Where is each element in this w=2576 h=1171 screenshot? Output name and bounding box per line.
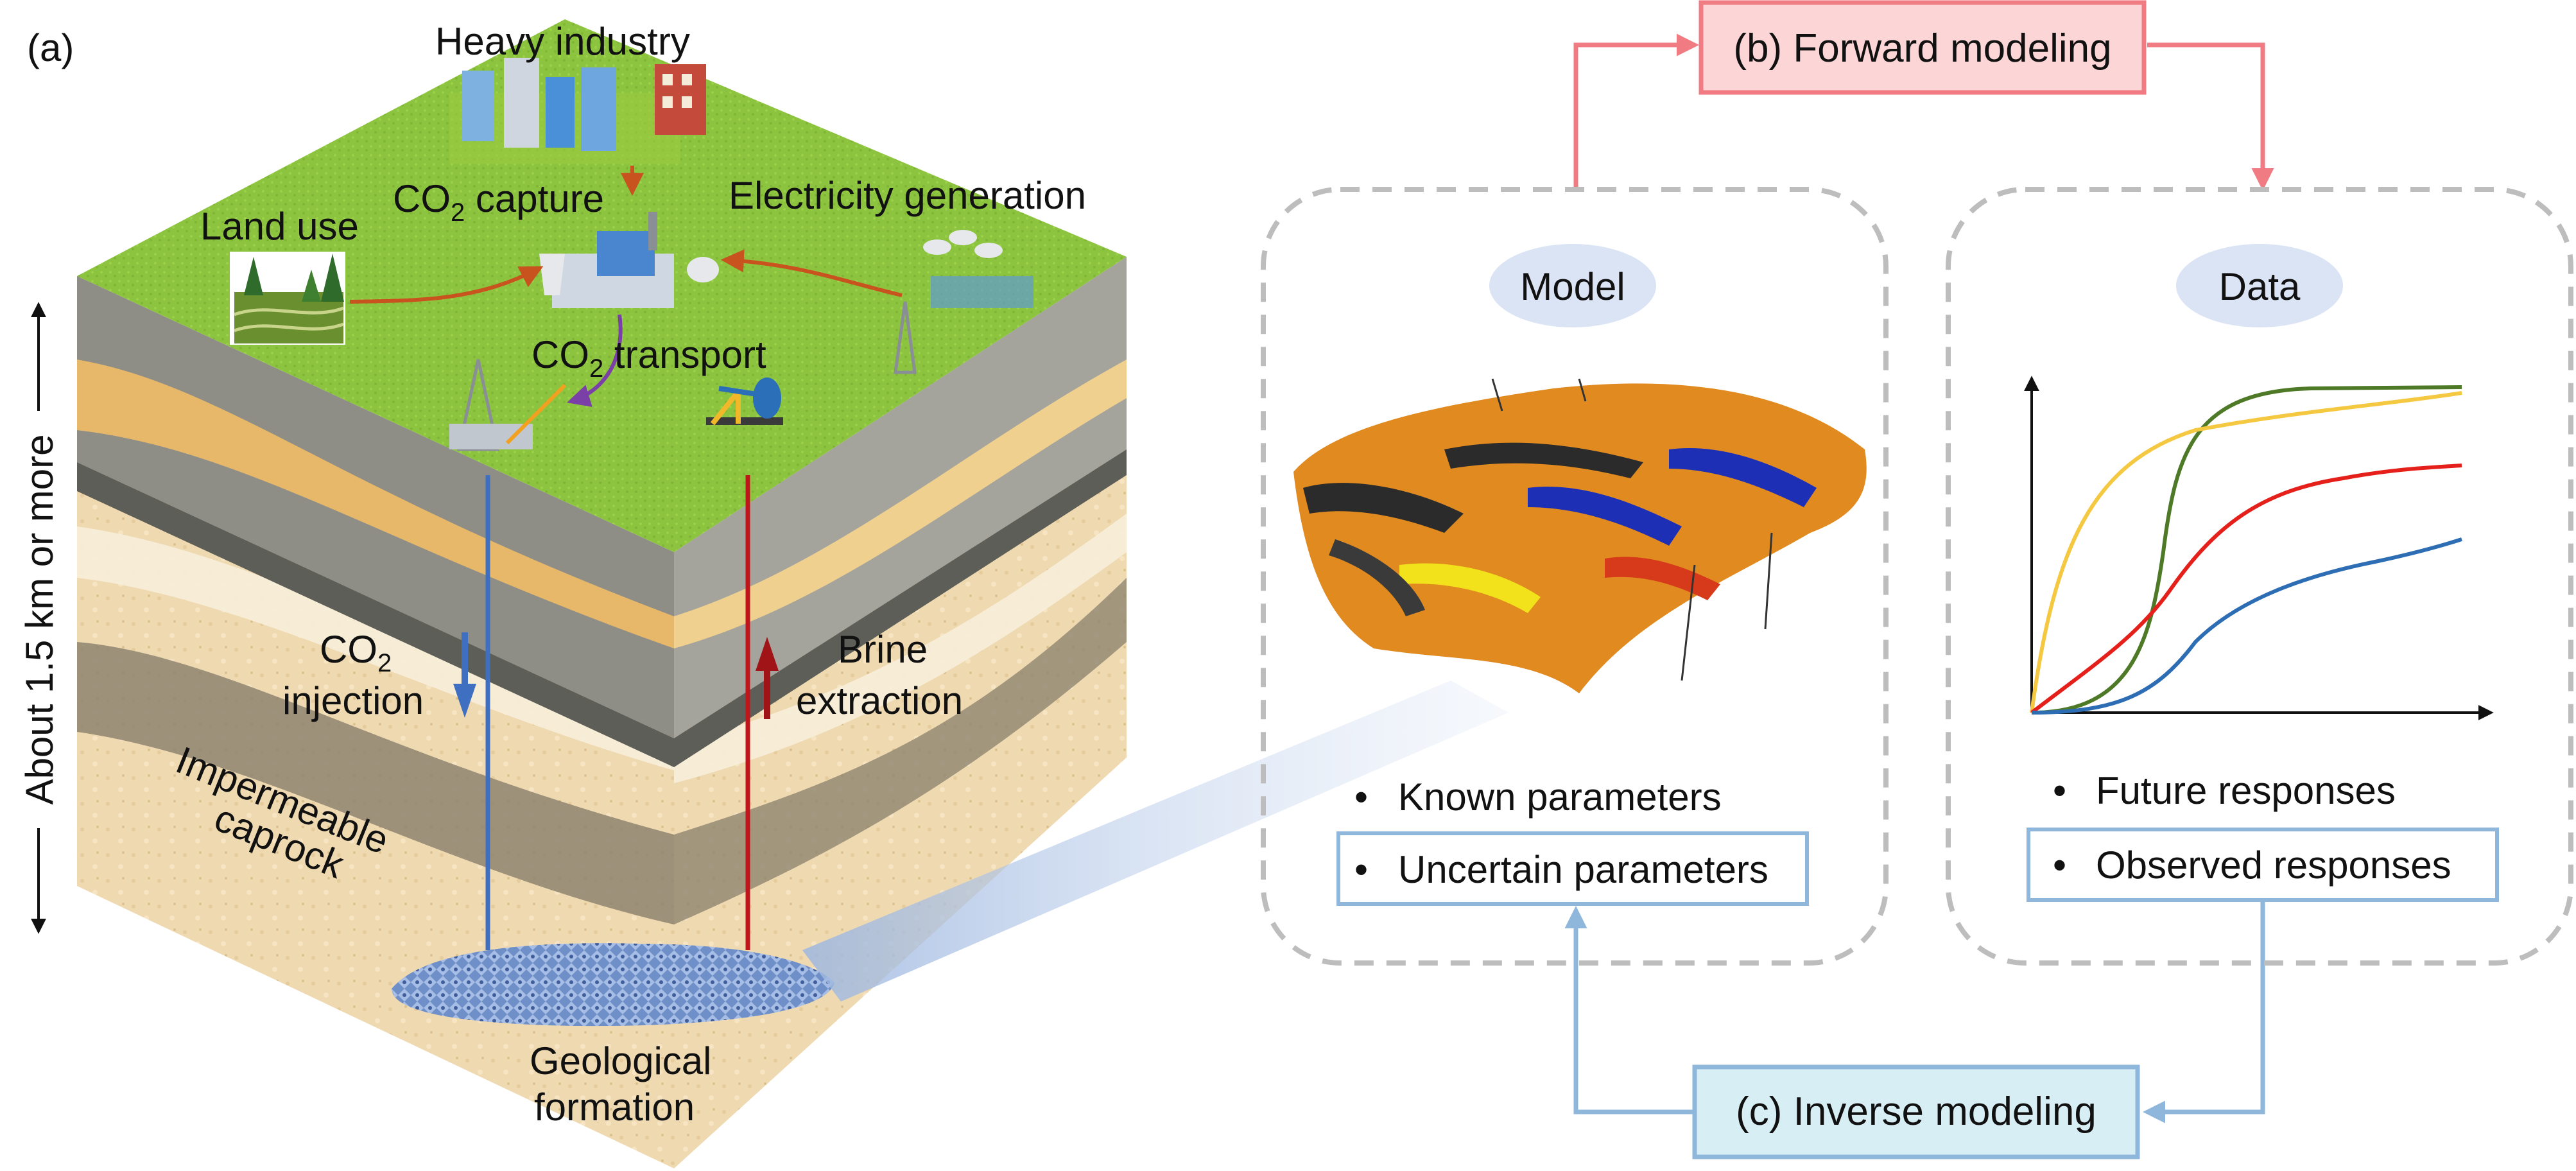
strata-light-right <box>674 514 1127 783</box>
depth-label: About 1.5 km or more <box>18 435 61 805</box>
data-title-oval <box>2176 244 2343 327</box>
strata-band-front <box>77 642 674 924</box>
heavy-industry-label: Heavy industry <box>435 20 690 63</box>
upper-tan-layer-right <box>674 360 1127 648</box>
model-title-oval <box>1489 244 1656 327</box>
inverse-arrow-right <box>2143 900 2265 1123</box>
landuse-to-capture-arrow <box>349 266 544 304</box>
forward-modeling-box <box>1699 0 2147 95</box>
response-curve-yellow <box>2030 391 2462 713</box>
extraction-arrow <box>756 637 779 719</box>
brine-extraction-label-line2: extraction <box>796 679 963 722</box>
known-parameters-label: Known parameters <box>1398 776 1722 819</box>
land-use-label: Land use <box>200 205 359 248</box>
reservoir-model-mesh <box>1293 378 1867 693</box>
heavy-industry-icon <box>449 58 706 164</box>
inverse-modeling-box <box>1692 1064 2140 1159</box>
observed-responses-box <box>2027 828 2499 902</box>
model-box <box>1261 187 1889 966</box>
response-curve-red <box>2030 464 2462 715</box>
geological-formation-label-line2: formation <box>534 1086 695 1129</box>
uncertain-parameters-label: Uncertain parameters <box>1398 848 1768 891</box>
pumpjack-icon <box>706 377 783 426</box>
electricity-generation-icon <box>894 230 1033 374</box>
injection-arrow <box>453 632 476 718</box>
panel-a-tag: (a) <box>27 26 74 69</box>
uncertain-bullet: • <box>1354 848 1368 891</box>
inverse-modeling-label: (c) Inverse modeling <box>1736 1089 2096 1134</box>
known-bullet: • <box>1354 776 1368 819</box>
upper-tan-layer-front <box>77 360 674 648</box>
co2-injection-label-line2: injection <box>282 679 424 722</box>
brine-extraction-label: Brine <box>838 628 928 671</box>
observed-bullet: • <box>2053 844 2066 887</box>
data-box <box>1946 187 2573 966</box>
data-title: Data <box>2219 265 2301 308</box>
forward-arrow-right <box>2147 42 2274 191</box>
forward-modeling-label: (b) Forward modeling <box>1733 26 2111 71</box>
uncertain-parameters-box <box>1336 831 1809 906</box>
geological-formation-label: Geological <box>530 1039 712 1082</box>
zoom-beam <box>802 681 1508 1002</box>
strata-light-front <box>77 526 674 770</box>
co2-transport-label: CO2 transport <box>532 333 766 383</box>
future-responses-label: Future responses <box>2096 769 2396 812</box>
upper-layer-right <box>674 257 1127 738</box>
transport-arrow <box>567 314 623 407</box>
co2-capture-label: CO2 capture <box>393 177 604 227</box>
future-bullet: • <box>2053 769 2066 812</box>
strata-band-right <box>674 578 1127 924</box>
electricity-generation-label: Electricity generation <box>729 174 1086 217</box>
electricity-to-capture-arrow <box>720 249 903 297</box>
inverse-arrow-left <box>1564 906 1698 1115</box>
response-chart <box>2024 376 2494 720</box>
model-title: Model <box>1520 265 1625 308</box>
forward-arrow-left <box>1573 33 1699 189</box>
injection-rig-icon <box>449 359 567 451</box>
observed-responses-label: Observed responses <box>2096 844 2451 887</box>
reservoir-formation <box>392 943 834 1027</box>
capture-plant-icon <box>539 212 719 308</box>
response-curve-green <box>2031 385 2462 715</box>
response-curve-blue <box>2031 537 2462 715</box>
co2-injection-label: CO2 <box>320 628 392 677</box>
block-split-line <box>77 449 1127 767</box>
land-use-icon <box>230 252 345 345</box>
